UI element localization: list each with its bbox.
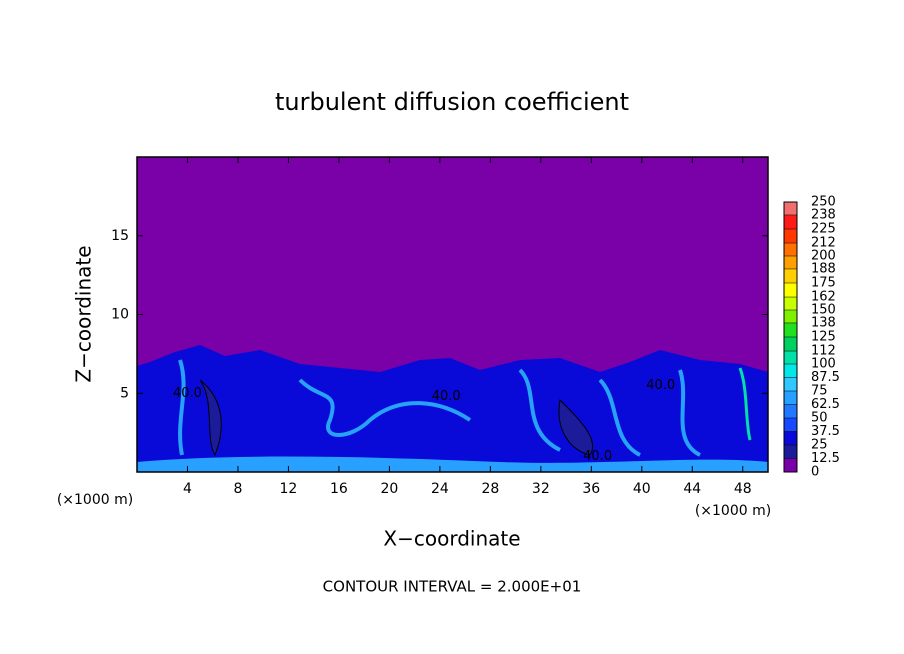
colorbar-band xyxy=(784,458,797,472)
y-axis-label: Z−coordinate xyxy=(72,245,96,382)
colorbar-band xyxy=(784,431,797,445)
field-streaks xyxy=(738,367,752,441)
x-axis-label: X−coordinate xyxy=(383,527,520,551)
contour-label: 40.0 xyxy=(173,386,202,401)
colorbar-label: 238 xyxy=(811,207,836,222)
colorbar-band xyxy=(784,445,797,459)
contour-label: 40.0 xyxy=(432,389,461,404)
footer-note: CONTOUR INTERVAL = 2.000E+01 xyxy=(323,578,582,596)
colorbar-label: 138 xyxy=(811,315,836,330)
colorbar-label: 25 xyxy=(811,438,828,453)
colorbar-label: 125 xyxy=(811,330,836,345)
colorbar-band xyxy=(784,297,797,310)
contour-label: 40.0 xyxy=(583,449,612,464)
x-tick-label: 48 xyxy=(734,481,752,497)
contour-label: 40.0 xyxy=(646,378,675,393)
x-unit-label: (×1000 m) xyxy=(695,503,771,519)
x-tick-label: 32 xyxy=(532,481,550,497)
y-tick-label: 15 xyxy=(111,228,129,244)
colorbar-label: 50 xyxy=(811,411,828,426)
colorbar-label: 175 xyxy=(811,276,836,291)
colorbar-label: 100 xyxy=(811,357,836,372)
field xyxy=(137,157,768,472)
colorbar-label: 162 xyxy=(811,290,836,305)
colorbar-band xyxy=(784,229,797,244)
y-tick-label: 5 xyxy=(120,385,129,401)
field-streaks xyxy=(178,359,702,457)
colorbar-band xyxy=(784,391,797,405)
x-tick-label: 28 xyxy=(481,481,499,497)
colorbar-label: 150 xyxy=(811,303,836,318)
colorbar-band xyxy=(784,214,797,229)
colorbar-band xyxy=(784,256,797,269)
colorbar-label: 188 xyxy=(811,261,836,276)
colorbar-label: 212 xyxy=(811,236,836,251)
x-unit-label: (×1000 m) xyxy=(57,492,133,508)
x-tick-label: 4 xyxy=(183,481,192,497)
x-tick-label: 12 xyxy=(280,481,298,497)
x-tick-label: 24 xyxy=(431,481,449,497)
colorbar-band xyxy=(784,322,797,337)
colorbar-label: 112 xyxy=(811,344,836,359)
x-tick-label: 44 xyxy=(683,481,701,497)
colorbar-band xyxy=(784,404,797,418)
colorbar-band xyxy=(784,337,797,352)
colorbar-label: 250 xyxy=(811,195,836,210)
colorbar-band xyxy=(784,351,797,364)
colorbar-band xyxy=(784,310,797,323)
colorbar-label: 225 xyxy=(811,222,836,237)
x-tick-label: 20 xyxy=(380,481,398,497)
colorbar-band xyxy=(784,243,797,256)
colorbar-band xyxy=(784,364,797,378)
colorbar-label: 37.5 xyxy=(811,424,840,439)
colorbar-band xyxy=(784,283,797,298)
colorbar-label: 62.5 xyxy=(811,397,840,412)
colorbar-band xyxy=(784,418,797,432)
y-tick-label: 10 xyxy=(111,307,129,323)
colorbar-band xyxy=(784,268,797,283)
chart-title: turbulent diffusion coefficient xyxy=(275,88,629,116)
colorbar-label: 87.5 xyxy=(811,370,840,385)
colorbar-band xyxy=(784,202,797,215)
colorbar-label: 12.5 xyxy=(811,451,840,466)
field-contours xyxy=(199,379,594,457)
x-tick-label: 40 xyxy=(633,481,651,497)
colorbar-band xyxy=(784,377,797,391)
colorbar-label: 200 xyxy=(811,249,836,264)
x-tick-label: 8 xyxy=(233,481,242,497)
colorbar-label: 0 xyxy=(811,465,819,480)
field-surface-layer xyxy=(137,456,768,472)
x-tick-label: 16 xyxy=(330,481,348,497)
colorbar-label: 75 xyxy=(811,384,828,399)
x-tick-label: 36 xyxy=(582,481,600,497)
